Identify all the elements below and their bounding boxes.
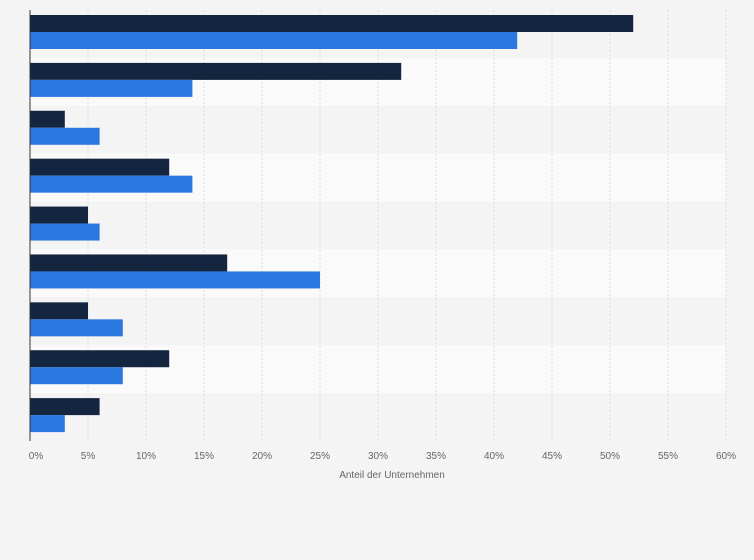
bar	[30, 271, 320, 289]
bar	[30, 398, 100, 416]
x-tick-label: 5%	[81, 451, 96, 462]
category-band	[30, 297, 726, 346]
bar	[30, 175, 193, 193]
x-tick-labels: 0% 5% 10% 15% 20% 25% 30% 35% 40% 45% 50% 55% 60%	[29, 451, 736, 462]
bar	[30, 206, 88, 224]
x-axis-title: Anteil der Unternehmen	[339, 470, 445, 481]
bar	[30, 158, 170, 176]
x-tick-label: 20%	[252, 451, 272, 462]
x-tick-label: 35%	[426, 451, 446, 462]
bar	[30, 302, 88, 320]
x-tick-label: 45%	[542, 451, 562, 462]
bar	[30, 62, 402, 80]
bar	[30, 415, 65, 433]
x-tick-label: 25%	[310, 451, 330, 462]
bar	[30, 110, 65, 128]
x-tick-label: 55%	[658, 451, 678, 462]
bars	[30, 15, 634, 433]
x-tick-label: 15%	[194, 451, 214, 462]
bar	[30, 319, 123, 337]
x-tick-label: 10%	[136, 451, 156, 462]
bar	[30, 367, 123, 385]
x-tick-label: 0%	[29, 451, 44, 462]
category-band	[30, 393, 726, 441]
bar	[30, 254, 228, 272]
bar	[30, 223, 100, 241]
x-tick-label: 60%	[716, 451, 736, 462]
bar	[30, 32, 518, 49]
bar	[30, 79, 193, 97]
x-tick-label: 40%	[484, 451, 504, 462]
bar	[30, 127, 100, 145]
category-band	[30, 105, 726, 154]
category-band	[30, 201, 726, 250]
bar	[30, 350, 170, 368]
x-tick-label: 50%	[600, 451, 620, 462]
x-tick-label: 30%	[368, 451, 388, 462]
bar	[30, 15, 634, 32]
category-bands	[30, 10, 726, 441]
